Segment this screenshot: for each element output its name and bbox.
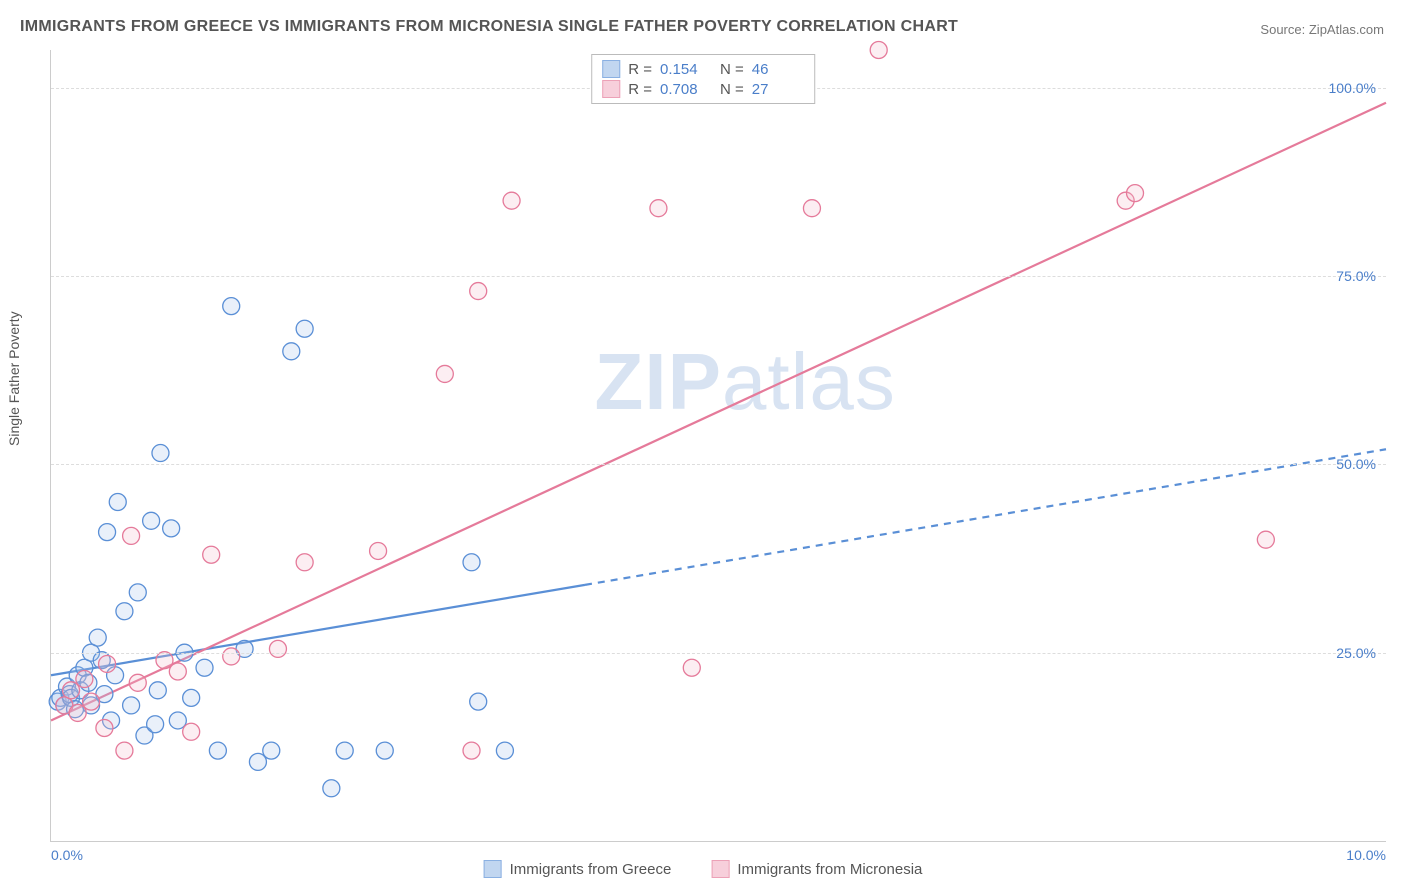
data-point-micronesia	[76, 671, 93, 688]
data-point-greece	[147, 716, 164, 733]
data-point-micronesia	[803, 200, 820, 217]
gridline	[51, 276, 1386, 277]
data-point-micronesia	[83, 693, 100, 710]
data-point-greece	[89, 629, 106, 646]
plot-svg	[51, 50, 1386, 841]
data-point-greece	[129, 584, 146, 601]
gridline	[51, 653, 1386, 654]
data-point-greece	[99, 524, 116, 541]
gridline	[51, 464, 1386, 465]
y-tick-label: 75.0%	[1336, 268, 1376, 284]
legend-series-label: Immigrants from Greece	[510, 861, 672, 878]
data-point-micronesia	[870, 42, 887, 59]
y-tick-label: 25.0%	[1336, 645, 1376, 661]
data-point-greece	[496, 742, 513, 759]
n-value: 27	[752, 81, 804, 98]
legend-swatch-greece	[602, 60, 620, 78]
y-tick-label: 100.0%	[1329, 80, 1376, 96]
x-tick-label: 10.0%	[1346, 847, 1386, 863]
r-label: R =	[628, 81, 652, 98]
data-point-micronesia	[123, 527, 140, 544]
n-value: 46	[752, 61, 804, 78]
data-point-micronesia	[463, 742, 480, 759]
data-point-micronesia	[370, 542, 387, 559]
data-point-micronesia	[169, 663, 186, 680]
plot-area: ZIPatlas 25.0%50.0%75.0%100.0%0.0%10.0%	[50, 50, 1386, 842]
legend-series-label: Immigrants from Micronesia	[737, 861, 922, 878]
legend-series-item: Immigrants from Greece	[484, 860, 672, 878]
data-point-micronesia	[683, 659, 700, 676]
data-point-greece	[149, 682, 166, 699]
data-point-micronesia	[1127, 185, 1144, 202]
data-point-micronesia	[650, 200, 667, 217]
r-value: 0.154	[660, 61, 712, 78]
legend-series-item: Immigrants from Micronesia	[711, 860, 922, 878]
r-label: R =	[628, 61, 652, 78]
source-label: Source:	[1260, 22, 1305, 37]
legend-correlation: R = 0.154 N = 46 R = 0.708 N = 27	[591, 54, 815, 104]
x-tick-label: 0.0%	[51, 847, 83, 863]
y-tick-label: 50.0%	[1336, 456, 1376, 472]
data-point-micronesia	[203, 546, 220, 563]
trend-line-dashed-greece	[585, 449, 1386, 585]
trend-line-micronesia	[51, 103, 1386, 721]
data-point-micronesia	[436, 365, 453, 382]
legend-swatch-micronesia	[711, 860, 729, 878]
data-point-greece	[116, 603, 133, 620]
n-label: N =	[720, 81, 744, 98]
legend-swatch-greece	[484, 860, 502, 878]
data-point-micronesia	[183, 723, 200, 740]
source-value: ZipAtlas.com	[1309, 22, 1384, 37]
legend-correlation-row: R = 0.708 N = 27	[602, 79, 804, 99]
r-value: 0.708	[660, 81, 712, 98]
data-point-micronesia	[116, 742, 133, 759]
data-point-greece	[143, 512, 160, 529]
data-point-greece	[163, 520, 180, 537]
y-axis-title: Single Father Poverty	[6, 311, 22, 446]
data-point-greece	[336, 742, 353, 759]
data-point-greece	[283, 343, 300, 360]
data-point-greece	[463, 554, 480, 571]
source-attribution: Source: ZipAtlas.com	[1260, 22, 1384, 37]
chart-container: IMMIGRANTS FROM GREECE VS IMMIGRANTS FRO…	[0, 0, 1406, 892]
data-point-micronesia	[296, 554, 313, 571]
data-point-micronesia	[223, 648, 240, 665]
data-point-greece	[196, 659, 213, 676]
data-point-micronesia	[470, 283, 487, 300]
n-label: N =	[720, 61, 744, 78]
data-point-greece	[123, 697, 140, 714]
data-point-greece	[109, 494, 126, 511]
data-point-micronesia	[1257, 531, 1274, 548]
data-point-greece	[223, 298, 240, 315]
data-point-micronesia	[269, 640, 286, 657]
data-point-micronesia	[129, 674, 146, 691]
data-point-greece	[263, 742, 280, 759]
data-point-micronesia	[503, 192, 520, 209]
legend-correlation-row: R = 0.154 N = 46	[602, 59, 804, 79]
data-point-greece	[296, 320, 313, 337]
data-point-greece	[209, 742, 226, 759]
data-point-micronesia	[96, 720, 113, 737]
data-point-greece	[323, 780, 340, 797]
data-point-greece	[470, 693, 487, 710]
data-point-greece	[376, 742, 393, 759]
data-point-greece	[183, 689, 200, 706]
legend-series: Immigrants from Greece Immigrants from Mi…	[484, 860, 923, 878]
data-point-micronesia	[99, 655, 116, 672]
chart-title: IMMIGRANTS FROM GREECE VS IMMIGRANTS FRO…	[20, 18, 958, 36]
legend-swatch-micronesia	[602, 80, 620, 98]
data-point-greece	[152, 445, 169, 462]
